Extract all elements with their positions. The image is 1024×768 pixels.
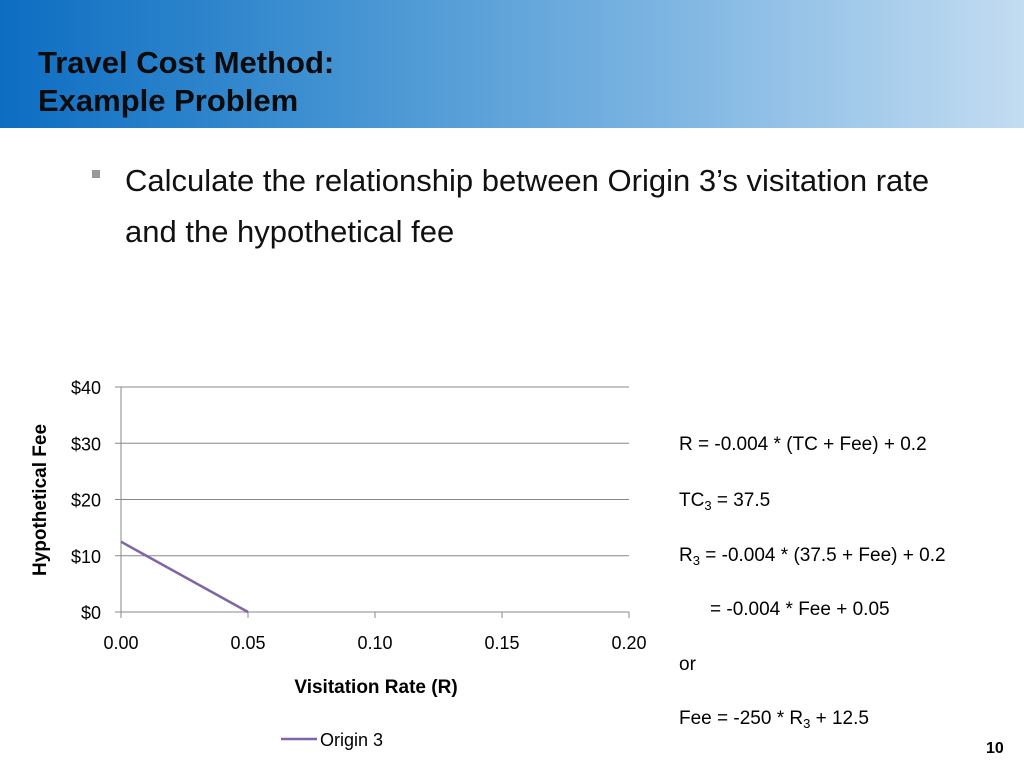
equation-2: TC3 = 37.5 bbox=[679, 490, 770, 512]
x-tick-label-4: 0.20 bbox=[611, 633, 646, 653]
x-tick-label-2: 0.10 bbox=[357, 633, 392, 653]
equation-6: Fee = -250 * R3 + 12.5 bbox=[679, 708, 869, 730]
bullet-text: Calculate the relationship between Origi… bbox=[125, 163, 930, 249]
equation-5: or bbox=[679, 654, 696, 675]
y-tick-label-2: $20 bbox=[71, 491, 101, 511]
y-tick-label-3: $30 bbox=[71, 434, 101, 454]
eq3-var: R bbox=[679, 545, 693, 566]
title-line-2: Example Problem bbox=[38, 83, 299, 118]
x-tick-marks bbox=[120, 612, 630, 618]
bullet-square-icon bbox=[92, 170, 100, 178]
eq6-post: + 12.5 bbox=[810, 708, 869, 729]
x-tick-label-3: 0.15 bbox=[484, 633, 519, 653]
eq2-var: TC bbox=[679, 490, 705, 511]
eq3-rest: = -0.004 * (37.5 + Fee) + 0.2 bbox=[699, 545, 946, 566]
eq6-sub: 3 bbox=[803, 716, 811, 731]
x-tick-label-0: 0.00 bbox=[103, 633, 138, 653]
grid-lines bbox=[115, 386, 629, 613]
y-tick-label-1: $10 bbox=[71, 547, 101, 567]
y-tick-labels: $0 $10 $20 $30 $40 bbox=[71, 378, 101, 623]
title-line-1: Travel Cost Method: bbox=[38, 45, 335, 80]
x-tick-labels: 0.00 0.05 0.10 0.15 0.20 bbox=[103, 633, 646, 653]
eq2-sub: 3 bbox=[704, 498, 712, 513]
y-tick-label-0: $0 bbox=[81, 603, 101, 623]
line-chart: $0 $10 $20 $30 $40 0.00 0.05 0.10 0.15 0.20 Hypo… bbox=[30, 378, 647, 750]
legend-label-0: Origin 3 bbox=[320, 730, 383, 750]
eq3-sub: 3 bbox=[692, 553, 700, 568]
equation-1: R = -0.004 * (TC + Fee) + 0.2 bbox=[679, 434, 927, 455]
series-line-0 bbox=[120, 540, 249, 614]
chart-legend: Origin 3 bbox=[281, 730, 383, 750]
equation-4: = -0.004 * Fee + 0.05 bbox=[710, 599, 890, 620]
y-tick-label-4: $40 bbox=[71, 378, 101, 398]
slide-title: Travel Cost Method: Example Problem bbox=[38, 44, 334, 120]
x-tick-label-1: 0.05 bbox=[230, 633, 265, 653]
y-axis-title: Hypothetical Fee bbox=[30, 424, 51, 576]
eq2-rest: = 37.5 bbox=[711, 490, 771, 511]
x-axis-title: Visitation Rate (R) bbox=[294, 677, 457, 698]
slide-header bbox=[0, 0, 1024, 128]
eq6-pre: Fee = -250 * R bbox=[679, 708, 804, 729]
equation-3: R3 = -0.004 * (37.5 + Fee) + 0.2 bbox=[679, 545, 946, 567]
page-number: 10 bbox=[986, 740, 1004, 757]
series-lines bbox=[120, 540, 249, 614]
